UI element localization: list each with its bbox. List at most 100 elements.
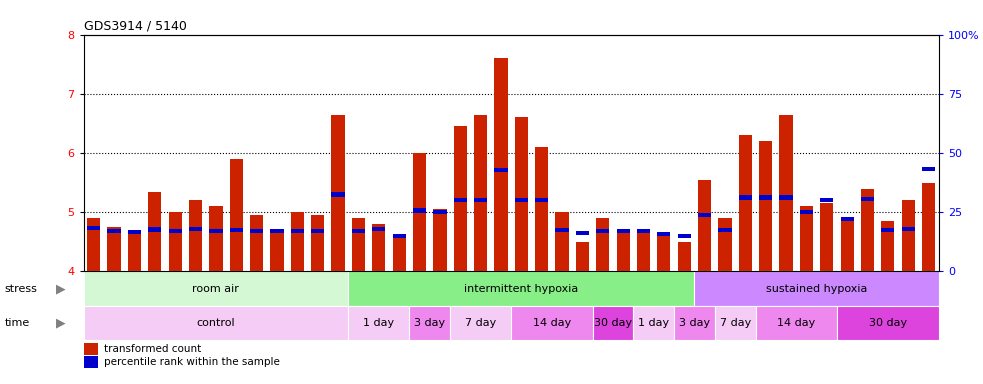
Bar xyxy=(230,228,243,232)
Bar xyxy=(450,306,511,340)
Bar xyxy=(230,159,243,271)
Bar xyxy=(168,229,182,233)
Bar xyxy=(373,224,385,271)
Text: 3 day: 3 day xyxy=(679,318,710,328)
Text: GDS3914 / 5140: GDS3914 / 5140 xyxy=(84,19,187,32)
Bar xyxy=(881,221,895,271)
Bar xyxy=(861,189,874,271)
Bar xyxy=(270,230,284,271)
Text: 7 day: 7 day xyxy=(720,318,751,328)
Bar xyxy=(84,306,348,340)
Bar xyxy=(677,242,691,271)
Bar xyxy=(698,180,712,271)
Bar xyxy=(453,126,467,271)
Bar xyxy=(84,271,348,306)
Bar xyxy=(820,198,834,202)
Bar xyxy=(596,229,609,233)
Bar xyxy=(677,234,691,238)
Text: ▶: ▶ xyxy=(56,317,66,330)
Bar xyxy=(413,153,427,271)
Bar xyxy=(148,192,161,271)
Bar xyxy=(168,212,182,271)
Bar xyxy=(474,198,488,202)
Bar xyxy=(250,229,263,233)
Bar xyxy=(738,135,752,271)
Bar xyxy=(331,192,345,197)
Bar xyxy=(535,147,549,271)
Bar xyxy=(901,200,915,271)
Bar xyxy=(128,230,142,235)
Bar xyxy=(674,306,715,340)
Bar xyxy=(922,183,935,271)
Bar xyxy=(348,271,694,306)
Bar xyxy=(270,229,284,233)
Bar xyxy=(698,213,712,217)
Text: ▶: ▶ xyxy=(56,282,66,295)
Bar xyxy=(453,198,467,202)
Bar xyxy=(434,210,446,214)
Bar xyxy=(291,229,304,233)
Bar xyxy=(658,232,670,236)
Bar xyxy=(409,306,450,340)
Bar xyxy=(535,198,549,202)
Bar xyxy=(84,356,98,368)
Text: 7 day: 7 day xyxy=(465,318,496,328)
Bar xyxy=(107,227,121,271)
Bar xyxy=(840,218,854,271)
Bar xyxy=(715,306,756,340)
Bar xyxy=(658,236,670,271)
Bar xyxy=(373,227,385,231)
Text: percentile rank within the sample: percentile rank within the sample xyxy=(104,357,280,367)
Bar xyxy=(719,228,731,232)
Bar xyxy=(148,227,161,232)
Bar xyxy=(352,218,365,271)
Bar xyxy=(392,234,406,238)
Bar xyxy=(780,195,792,200)
Bar xyxy=(840,217,854,222)
Bar xyxy=(881,228,895,232)
Bar xyxy=(128,230,142,271)
Bar xyxy=(738,195,752,200)
Bar xyxy=(800,210,813,214)
Text: 14 day: 14 day xyxy=(778,318,815,328)
Bar xyxy=(87,218,100,271)
Bar xyxy=(576,242,589,271)
Bar xyxy=(515,198,528,202)
Bar xyxy=(901,227,915,231)
Text: 30 day: 30 day xyxy=(869,318,907,328)
Bar xyxy=(515,118,528,271)
Bar xyxy=(616,230,630,271)
Text: 14 day: 14 day xyxy=(533,318,571,328)
Text: intermittent hypoxia: intermittent hypoxia xyxy=(464,284,578,294)
Bar xyxy=(250,215,263,271)
Bar xyxy=(756,306,837,340)
Bar xyxy=(633,306,674,340)
Bar xyxy=(291,212,304,271)
Bar xyxy=(434,209,446,271)
Bar xyxy=(820,204,834,271)
Text: room air: room air xyxy=(193,284,239,294)
Bar xyxy=(352,229,365,233)
Text: sustained hypoxia: sustained hypoxia xyxy=(766,284,867,294)
Bar xyxy=(189,200,202,271)
Bar xyxy=(596,218,609,271)
Bar xyxy=(348,306,409,340)
Bar xyxy=(511,306,593,340)
Bar xyxy=(555,228,569,232)
Bar xyxy=(616,229,630,233)
Bar xyxy=(637,229,650,233)
Text: 1 day: 1 day xyxy=(638,318,669,328)
Bar xyxy=(392,236,406,271)
Bar xyxy=(759,141,773,271)
Bar xyxy=(637,230,650,271)
Bar xyxy=(494,167,507,172)
Text: time: time xyxy=(5,318,30,328)
Text: 30 day: 30 day xyxy=(594,318,632,328)
Bar xyxy=(837,306,939,340)
Bar xyxy=(189,227,202,231)
Bar xyxy=(209,229,222,233)
Bar xyxy=(311,229,324,233)
Text: control: control xyxy=(197,318,235,328)
Bar xyxy=(84,343,98,355)
Bar xyxy=(576,231,589,235)
